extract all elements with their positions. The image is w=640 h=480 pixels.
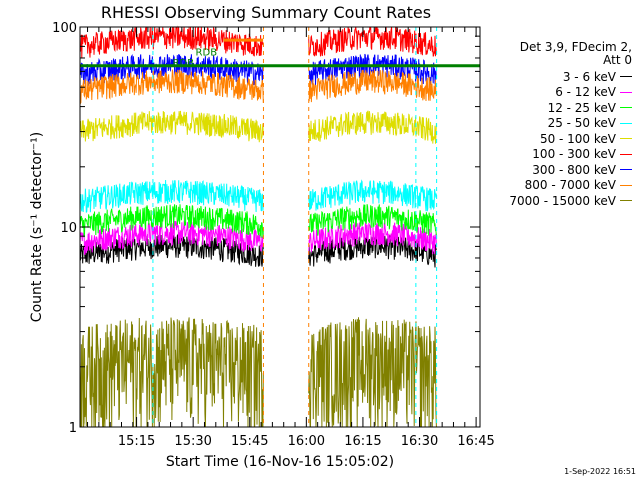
series-trace [308, 317, 437, 428]
series-trace [308, 69, 437, 103]
legend-entry-label: 50 - 100 keV [539, 131, 616, 146]
series-trace [79, 220, 264, 256]
legend-entry: 12 - 25 keV [547, 100, 632, 115]
series-trace [79, 204, 264, 238]
chart-title: RHESSI Observing Summary Count Rates [101, 3, 431, 22]
series-trace [79, 179, 264, 213]
y-axis-label: Count Rate (s⁻¹ detector⁻¹) [29, 132, 45, 322]
decimation-annotation: RDB [173, 58, 195, 69]
legend-swatch [620, 153, 632, 155]
series-trace [79, 25, 264, 58]
legend-entry: 3 - 6 keV [562, 69, 632, 84]
ticks-layer: 15:15 15:30 15:45 16:00 16:15 16:30 16:45 1 10 10… [52, 21, 495, 449]
legend-entry-label: 800 - 7000 keV [524, 178, 616, 192]
legend-header-line-2: Att 0 [603, 53, 632, 67]
series-trace [308, 204, 437, 236]
legend-swatch [620, 184, 632, 186]
x-tick-label: 15:45 [231, 434, 268, 449]
series-trace [79, 69, 264, 105]
legend-entry: 300 - 800 keV [532, 162, 632, 177]
y-tick-label: 10 [60, 221, 77, 236]
legend-swatch [620, 76, 632, 77]
x-tick-label: 15:15 [118, 434, 155, 449]
x-axis-label: Start Time (16-Nov-16 15:05:02) [166, 454, 394, 470]
series-trace [308, 26, 437, 57]
legend-entry-label: 12 - 25 keV [547, 100, 616, 115]
legend-entry: 7000 - 15000 keV [509, 193, 632, 208]
legend-entry: 6 - 12 keV [555, 85, 632, 99]
series-trace [79, 233, 264, 267]
generation-date: 1-Sep-2022 16:51 [564, 467, 636, 476]
x-tick-label: 16:15 [344, 434, 381, 449]
x-tick-label: 15:30 [174, 434, 211, 449]
legend-entry-label: 3 - 6 keV [562, 69, 616, 84]
legend-swatch [620, 91, 632, 93]
legend-entry: 50 - 100 keV [539, 131, 632, 146]
series-50-100-kev [79, 110, 437, 144]
series-trace [79, 110, 264, 143]
legend-entry-label: 25 - 50 keV [547, 116, 616, 130]
series-100-300-kev [79, 25, 437, 58]
legend-entry-label: 6 - 12 keV [555, 85, 616, 99]
legend-swatch [620, 138, 632, 139]
legend-entry-label: 300 - 800 keV [532, 162, 616, 177]
series-12-25-kev [79, 204, 437, 238]
x-tick-label: 16:45 [457, 434, 494, 449]
series-layer [79, 25, 437, 428]
legend-entry: 100 - 300 keV [532, 147, 632, 161]
x-tick-label: 16:00 [288, 434, 325, 449]
legend-entry: 25 - 50 keV [547, 116, 632, 130]
legend-header-line-1: Det 3,9, FDecim 2, [519, 40, 632, 54]
series-trace [308, 110, 437, 144]
series-7000-15000-kev [79, 317, 437, 428]
series-25-50-kev [79, 179, 437, 213]
decimation-annotation: RDB [196, 48, 218, 59]
legend-entry-label: 7000 - 15000 keV [509, 193, 616, 208]
legend-swatch [620, 122, 632, 124]
legend-swatch [620, 200, 632, 201]
series-trace [308, 222, 437, 255]
y-tick-label: 100 [52, 21, 77, 36]
legend-entry-label: 100 - 300 keV [532, 147, 616, 161]
y-tick-label: 1 [69, 421, 77, 436]
series-trace [79, 53, 264, 86]
series-800-7000-kev [79, 69, 437, 105]
series-trace [79, 317, 264, 428]
series-6-12-kev [79, 220, 437, 256]
legend-swatch [620, 169, 632, 170]
series-trace [308, 179, 437, 212]
legend-swatch [620, 107, 632, 108]
x-tick-label: 16:30 [401, 434, 438, 449]
legend-entry: 800 - 7000 keV [524, 178, 632, 192]
